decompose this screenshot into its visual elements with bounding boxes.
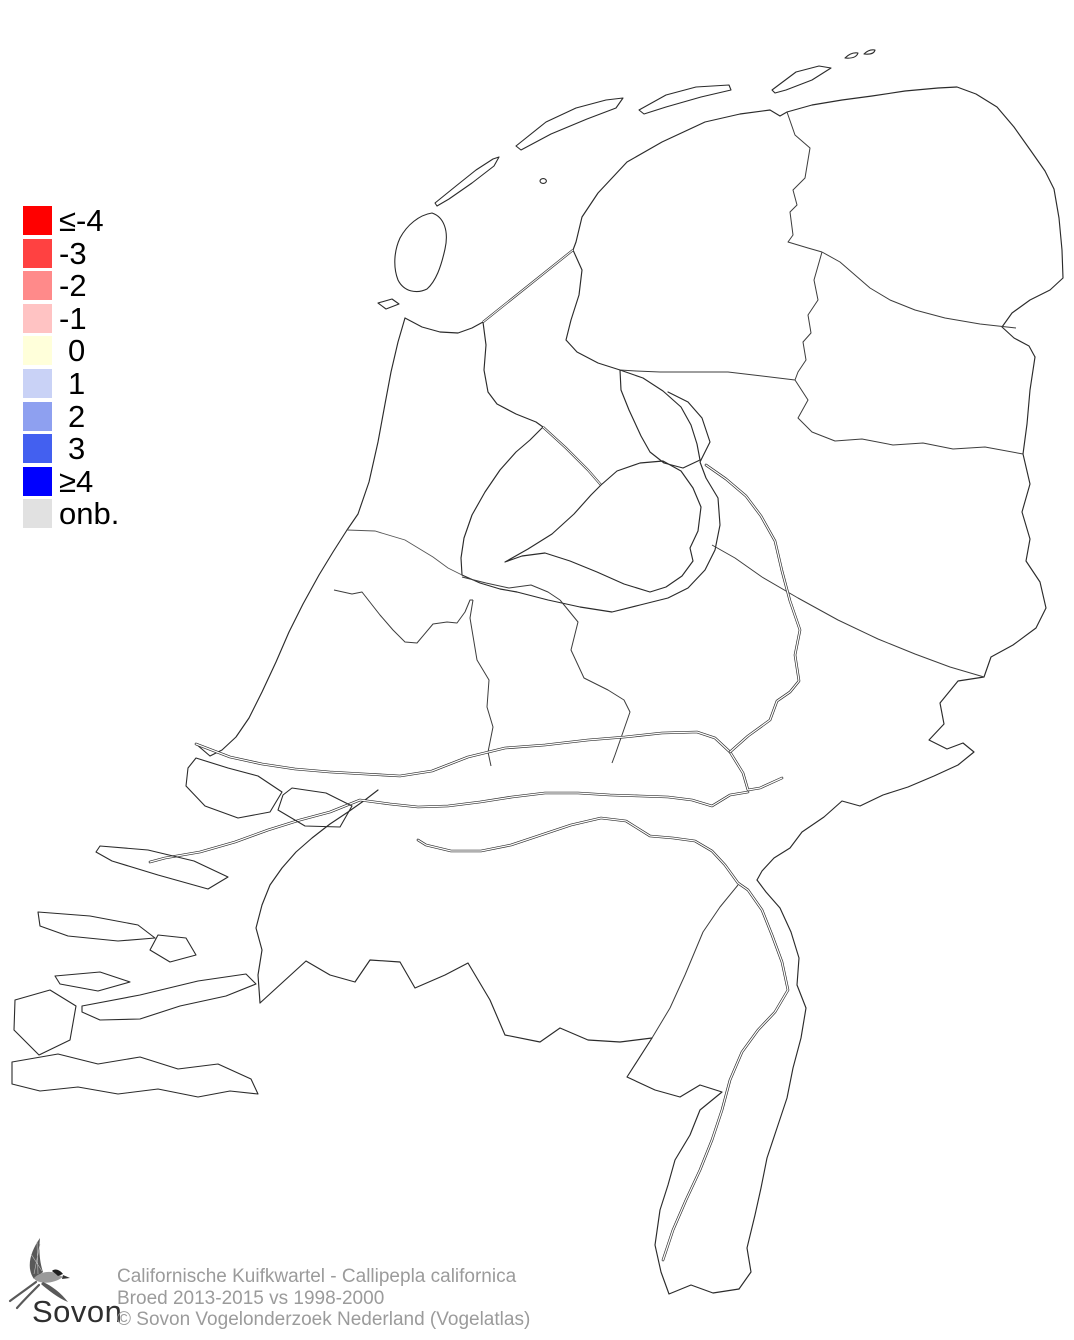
legend-swatch	[23, 401, 52, 431]
flevoland-polder	[504, 460, 702, 593]
mainland-coastline	[195, 86, 1064, 1295]
noordoostpolder	[619, 369, 701, 469]
legend-item: 0	[23, 333, 119, 369]
legend-swatch	[23, 303, 52, 333]
legend-swatch	[23, 368, 52, 398]
rottumeroog-island	[863, 49, 876, 55]
brabant-belgian-border	[259, 959, 653, 1043]
legend-swatch	[23, 271, 52, 301]
legend-label: ≥4	[59, 463, 94, 499]
river-rijn-lek-inner	[195, 731, 783, 791]
schouwen-duiveland	[37, 911, 156, 942]
sovon-logo: Sovon	[8, 1238, 122, 1329]
wadden-coast	[572, 86, 1064, 358]
vlieland-island	[434, 156, 500, 207]
walcheren	[13, 989, 77, 1056]
legend-label: onb.	[59, 496, 120, 532]
north-holland-head	[404, 317, 484, 334]
river-maas	[416, 816, 790, 1262]
houtribdijk	[541, 425, 603, 487]
river-ijssel	[704, 463, 802, 754]
legend-item: -3	[23, 235, 119, 271]
border-groningen-drenthe	[821, 251, 1017, 329]
voorne-putten	[185, 757, 283, 819]
noord-beveland	[54, 971, 131, 992]
noorderhaaks-island	[377, 298, 400, 310]
legend-label: ≤-4	[59, 203, 104, 238]
legend-item: ≤-4	[23, 203, 119, 238]
legend-label: 1	[68, 365, 86, 401]
swallow-icon	[8, 1238, 70, 1310]
border-utrecht-zuid-holland	[469, 599, 494, 767]
afsluitdijk-inner	[482, 249, 574, 323]
border-friesland-overijssel	[619, 369, 796, 381]
legend-label: 0	[68, 333, 86, 369]
hoeksche-waard	[277, 787, 353, 828]
rivers	[148, 463, 802, 1262]
limburg-belgian-border	[626, 1037, 740, 1295]
border-overijssel-gelderland	[711, 544, 985, 678]
limburg-east-border	[738, 879, 807, 1290]
map-captions: Californische Kuifkwartel - Callipepla c…	[117, 1266, 530, 1331]
province-boundaries	[333, 111, 1024, 1039]
terschelling-island	[515, 97, 624, 151]
legend-item: onb.	[23, 496, 120, 532]
legend-item: ≥4	[23, 463, 119, 499]
ameland-island	[638, 84, 732, 115]
legend-label: 3	[68, 431, 86, 467]
polders	[504, 369, 702, 593]
legend-item: 3	[23, 431, 119, 467]
delta-islands	[11, 757, 353, 1098]
period-caption: Broed 2013-2015 vs 1998-2000	[117, 1287, 385, 1309]
friesland-lake-coast	[565, 249, 621, 371]
border-friesland-groningen	[786, 111, 823, 253]
goeree-overflakkee	[95, 845, 229, 890]
sovon-logo-text: Sovon	[32, 1294, 122, 1329]
legend-item: -1	[23, 300, 119, 336]
legend-item: 2	[23, 398, 119, 434]
border-utrecht-gelderland	[559, 599, 631, 764]
border-utrecht-noord-holland	[461, 576, 561, 601]
west-coast	[195, 317, 406, 757]
river-ijssel-inner	[705, 464, 801, 753]
trend-legend: ≤-4 -3 -2 -1 0 1 2 3 ≥4 onb.	[23, 203, 120, 532]
zuid-beveland	[81, 973, 257, 1021]
border-friesland-drenthe	[794, 251, 823, 381]
border-noord-zuid-holland	[333, 589, 473, 644]
rottumerplaat-island	[844, 52, 859, 59]
tholen	[149, 934, 197, 963]
schiermonnikoog-island	[771, 65, 832, 94]
zeeuws-vlaanderen	[11, 1053, 259, 1098]
river-maas-inner	[417, 817, 789, 1261]
noordzeekanaal	[346, 529, 463, 576]
ijsselmeer-coastlines	[346, 248, 721, 613]
legend-label: -1	[59, 300, 87, 336]
river-rijn-lek	[194, 730, 784, 792]
noord-holland-east-coast	[460, 321, 544, 576]
legend-swatch	[23, 206, 52, 235]
species-caption: Californische Kuifkwartel - Callipepla c…	[117, 1266, 517, 1287]
german-border	[756, 356, 1047, 881]
legend-swatch	[23, 499, 52, 529]
border-brabant-limburg	[651, 884, 739, 1039]
legend-label: -2	[59, 268, 87, 304]
legend-label: 2	[68, 398, 86, 434]
legend-swatch	[23, 434, 52, 464]
legend-item: 1	[23, 365, 119, 401]
wadden-islands	[377, 49, 876, 310]
border-drenthe-overijssel	[794, 379, 1024, 455]
copyright-caption: © Sovon Vogelonderzoek Nederland (Vogela…	[117, 1309, 531, 1330]
legend-label: -3	[59, 235, 87, 271]
texel-island	[394, 212, 447, 293]
brabant-west-coast	[255, 789, 379, 1004]
legend-item: -2	[23, 268, 119, 304]
randmeren-mainland-shore	[461, 391, 721, 613]
griend-island	[539, 178, 547, 184]
legend-swatch	[23, 336, 52, 366]
legend-swatch	[23, 466, 52, 496]
legend-swatch	[23, 238, 52, 268]
